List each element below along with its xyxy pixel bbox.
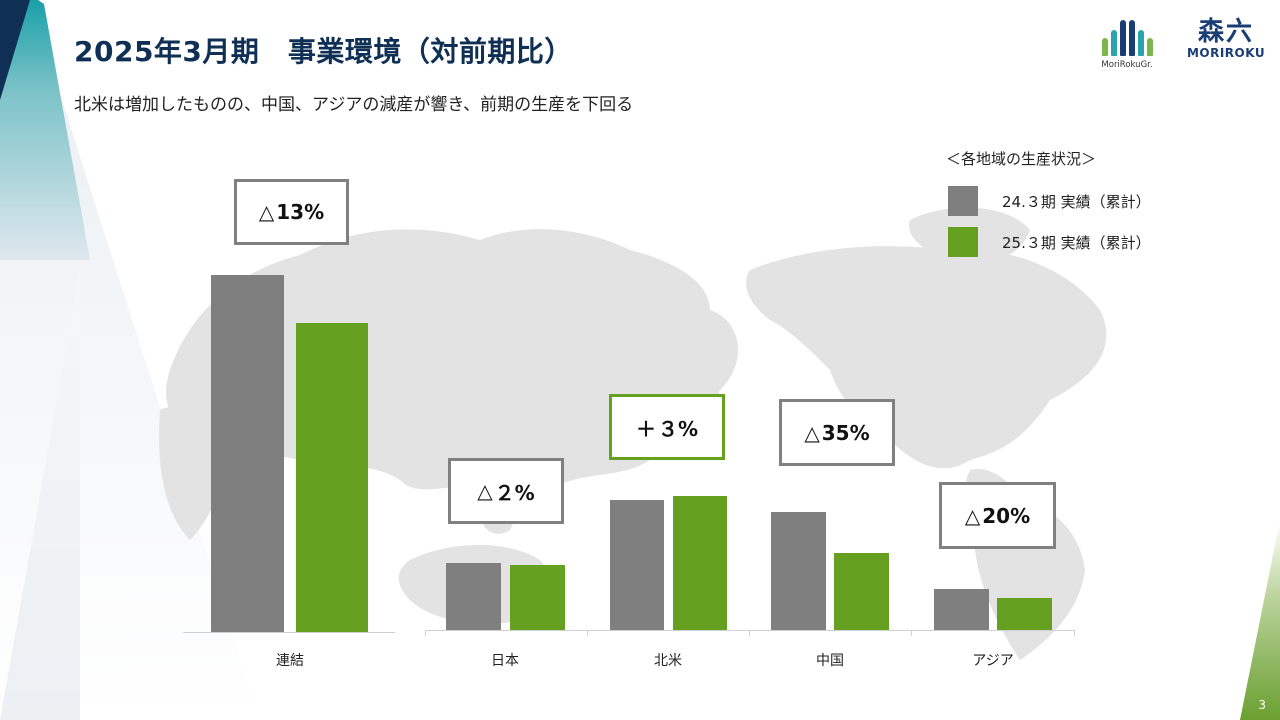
axis-tick [911,630,912,636]
spires-icon [1094,16,1160,56]
callout-china-change: △ 35% [779,399,895,466]
axis-tick [1074,630,1075,636]
group-logo-caption: MoriRokuGr. [1101,60,1153,70]
bar-japan-prior [446,563,501,630]
bar-japan-current [510,565,565,630]
page-title: 2025年3月期 事業環境（対前期比） [74,35,573,68]
callout-value: 13% [276,200,325,224]
callout-japan-change: △ ２% [448,458,564,524]
legend-swatch-gray [948,186,978,216]
page-number: 3 [1258,698,1266,712]
legend-swatch-green [948,227,978,257]
bar-china-prior [771,512,826,630]
decrease-triangle-icon: △ [804,420,820,445]
callout-value: ３% [657,416,699,441]
bar-consolidated-current [296,323,368,632]
callout-value: ２% [494,480,535,505]
decrease-triangle-icon: △ [477,479,493,503]
callout-consolidated-change: △ 13% [234,179,349,245]
category-label-consolidated: 連結 [276,653,304,669]
legend-item-prior: 24.３期 実績（累計） [948,186,1151,216]
bar-asia-current [997,598,1052,630]
category-label-china: 中国 [816,653,844,669]
decrease-triangle-icon: △ [258,200,275,224]
callout-north-america-change: ＋ ３% [609,394,725,460]
bar-asia-prior [934,589,989,630]
legend-label: 24.３期 実績（累計） [1002,192,1151,211]
morirokugr-logo: MoriRokuGr. [1094,16,1160,78]
legend-item-current: 25.３期 実績（累計） [948,227,1151,257]
axis-tick [587,630,588,636]
axis-tick [749,630,750,636]
bar-north-america-current [673,496,727,630]
legend-title: ＜各地域の生産状況＞ [946,150,1097,168]
decrease-triangle-icon: △ [964,503,981,528]
consolidated-axis [183,632,395,633]
category-label-north-america: 北米 [654,653,682,669]
moriroku-logo: 森六 MORIROKU [1186,18,1266,60]
legend-label: 25.３期 実績（累計） [1002,233,1151,252]
category-label-japan: 日本 [491,653,519,669]
moriroku-logo-latin: MORIROKU [1186,46,1266,60]
page-subtitle: 北米は増加したものの、中国、アジアの減産が響き、前期の生産を下回る [74,95,634,115]
bar-china-current [834,553,889,630]
bar-consolidated-prior [211,275,284,632]
moriroku-logo-kanji: 森六 [1197,17,1254,47]
axis-tick [425,630,426,636]
bar-north-america-prior [610,500,664,630]
callout-value: 20% [982,503,1031,528]
callout-value: 35% [821,420,870,445]
callout-asia-change: △ 20% [939,482,1056,549]
increase-plus-icon: ＋ [635,416,656,441]
regional-axis [425,630,1075,631]
category-label-asia: アジア [972,653,1014,669]
